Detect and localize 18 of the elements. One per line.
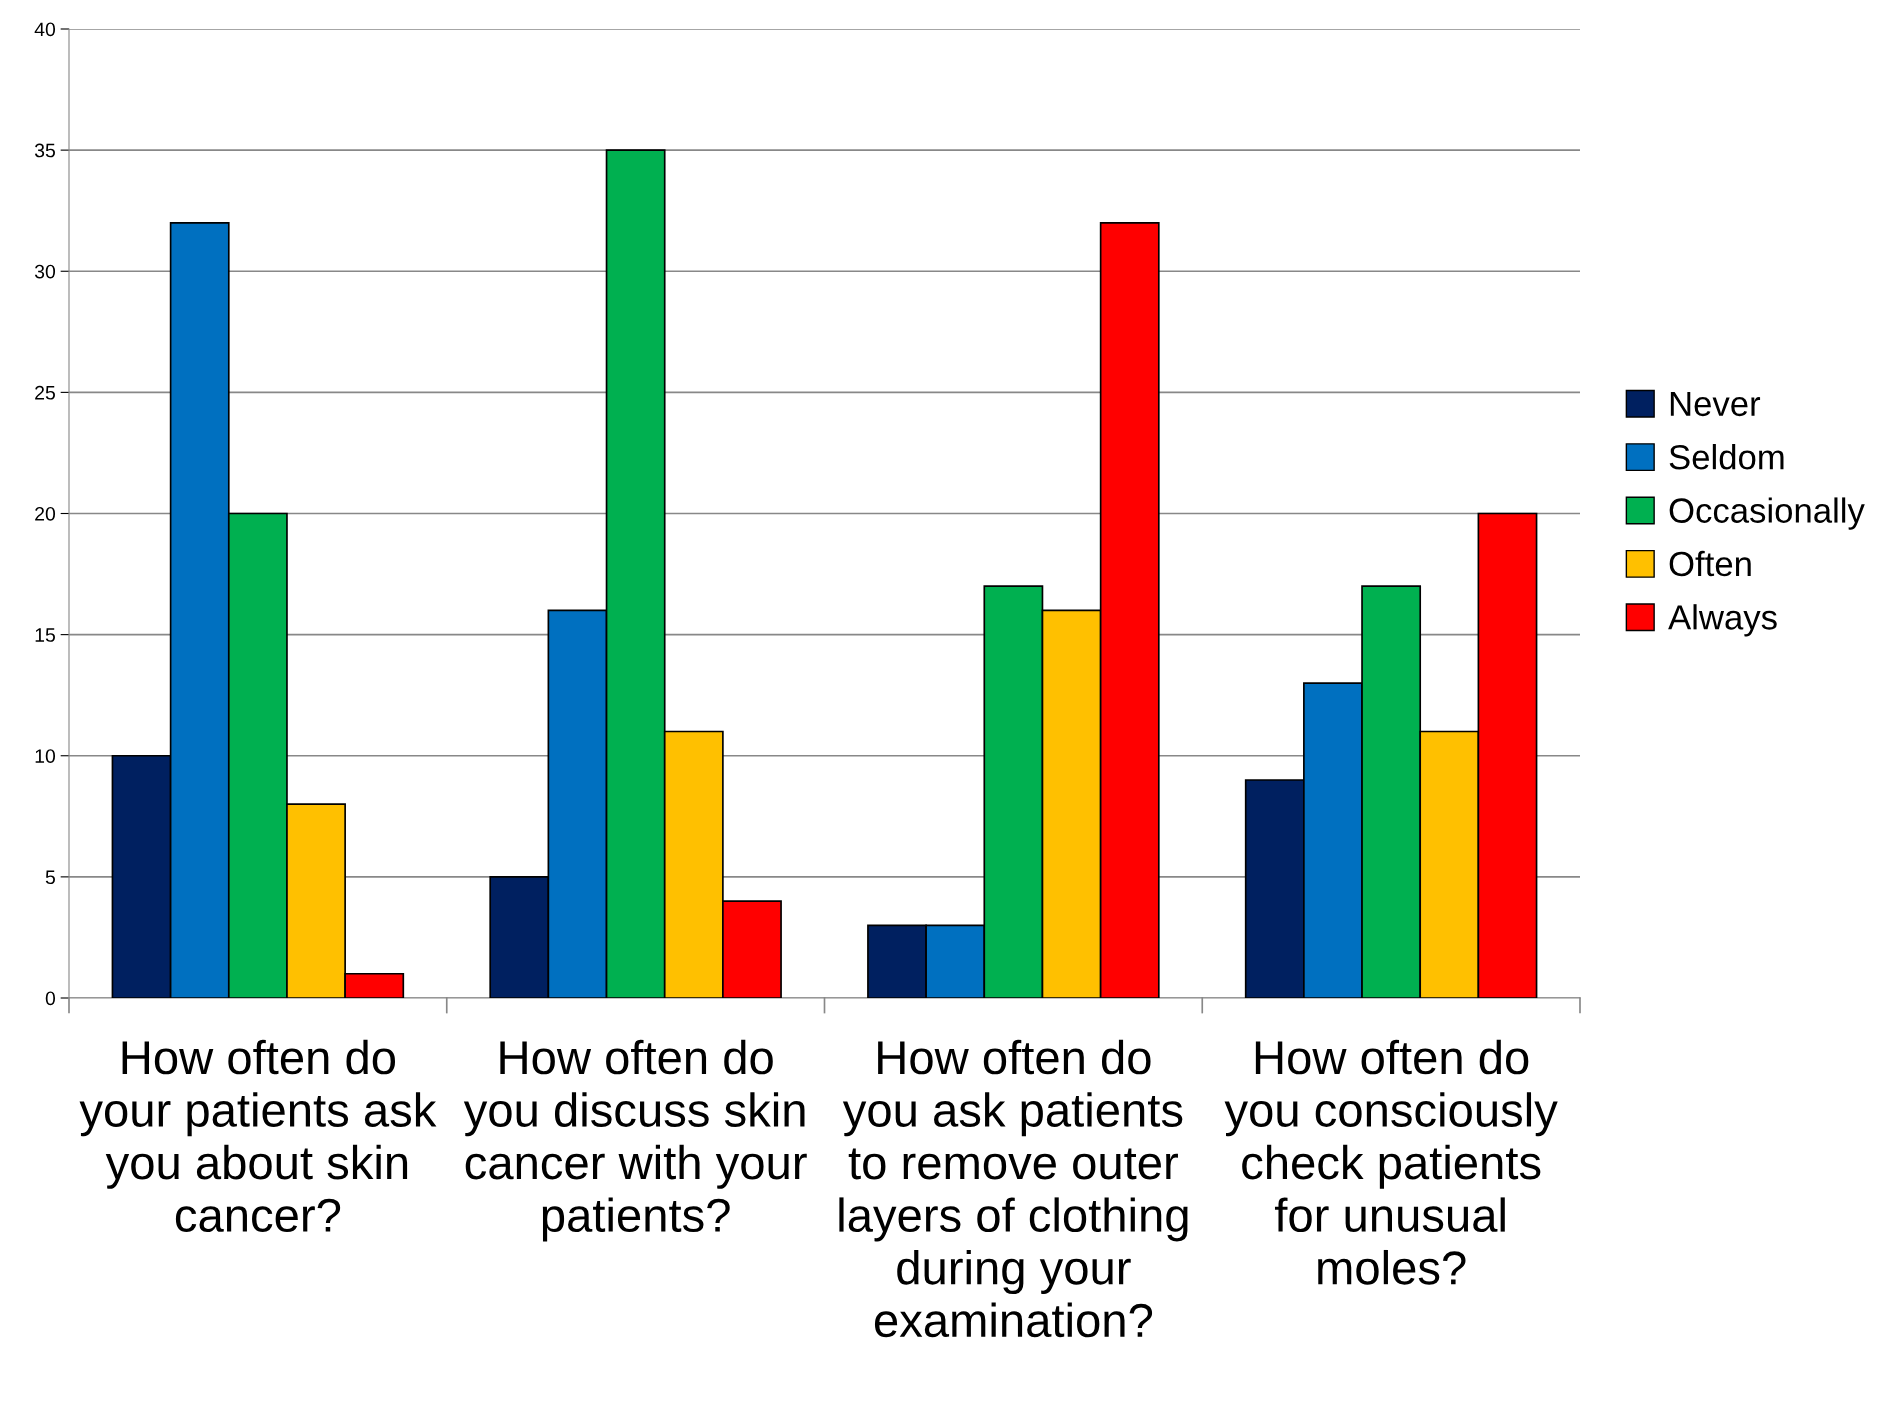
legend-label: Occasionally	[1669, 497, 1865, 530]
x-tick-label: How often do you ask patients to remove outer layers of clothing during your examination?	[839, 1039, 1188, 1338]
y-tick-label: 15	[35, 628, 55, 642]
y-tick-label: 35	[34, 143, 55, 158]
legend-label: Never	[1670, 391, 1761, 417]
legend-label: Often	[1669, 550, 1751, 577]
legend-label: Always	[1668, 604, 1777, 637]
legend-label: Seldom	[1669, 444, 1784, 470]
x-tick-label: How often do you discuss skin cancer with your patients?	[463, 1039, 807, 1242]
y-tick-label: 30	[34, 264, 56, 279]
x-tick-label: How often do your patients ask you about skin cancer?	[79, 1039, 437, 1233]
y-tick-label: 10	[35, 749, 56, 763]
y-tick-label: 20	[35, 506, 56, 521]
y-tick-label: 0	[45, 991, 56, 1006]
y-tick-label: 5	[45, 870, 55, 885]
y-tick-label: 40	[34, 22, 56, 37]
x-tick-label: How often do you consciously check patients for unusual moles?	[1224, 1039, 1558, 1285]
y-tick-label: 25	[35, 385, 55, 400]
